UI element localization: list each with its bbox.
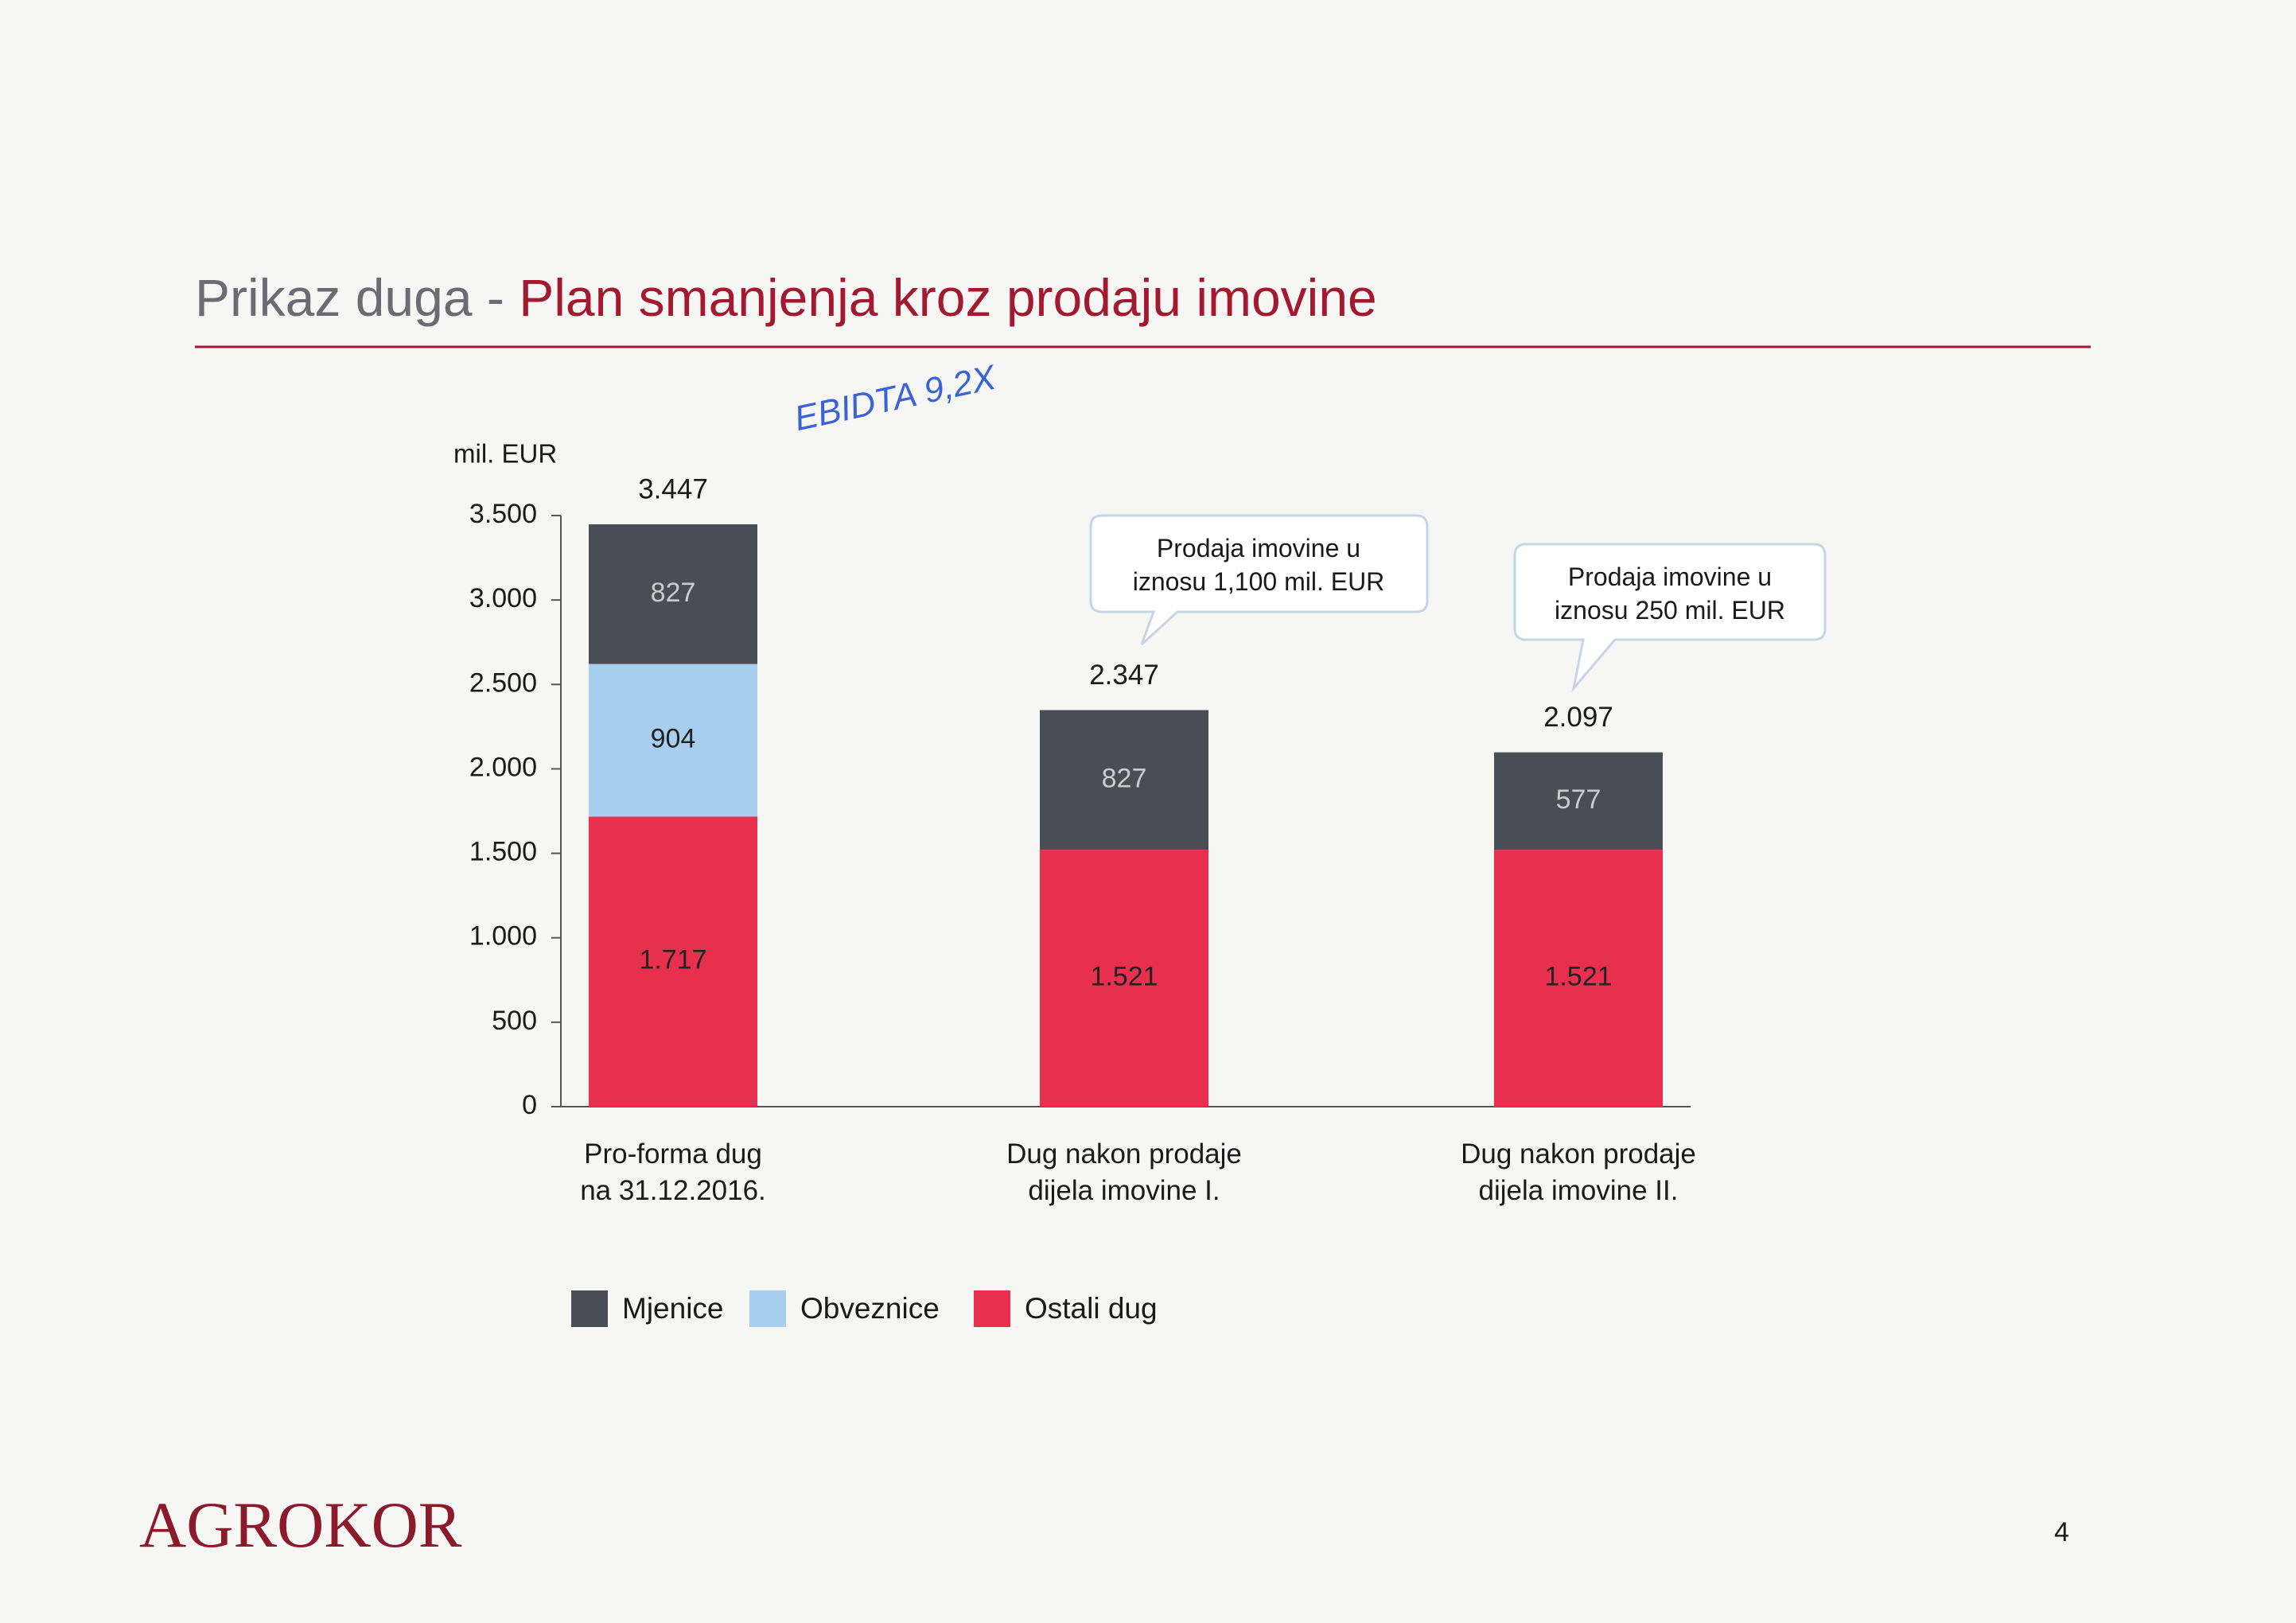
legend-swatch xyxy=(974,1290,1010,1327)
y-tick-label: 2.500 xyxy=(469,667,537,698)
x-tick-label: Pro-forma dug na 31.12.2016. xyxy=(580,1138,766,1206)
callout-text: Prodaja imovine u iznosu 1,100 mil. EUR xyxy=(1132,534,1385,596)
total-label: 2.097 xyxy=(1543,702,1613,733)
logo: AGROKOR xyxy=(139,1489,462,1561)
callout-box xyxy=(1513,543,1827,693)
y-tick-label: 2.000 xyxy=(469,752,537,782)
legend-swatch xyxy=(749,1290,786,1327)
y-axis-label: mil. EUR xyxy=(453,439,557,469)
legend-label: Ostali dug xyxy=(1025,1292,1158,1325)
x-tick-label: Dug nakon prodaje dijela imovine I. xyxy=(1006,1138,1242,1206)
segment-label: 827 xyxy=(651,578,696,608)
segment-label: 904 xyxy=(651,724,696,754)
title-prefix: Prikaz duga - xyxy=(195,268,519,327)
legend-swatch xyxy=(571,1290,608,1327)
bar-segment xyxy=(589,524,757,664)
x-tick-label: Dug nakon prodaje dijela imovine II. xyxy=(1461,1138,1696,1206)
segment-label: 577 xyxy=(1556,784,1601,815)
bar-segment xyxy=(1040,850,1208,1107)
page-number: 4 xyxy=(2054,1517,2069,1547)
bar-segment xyxy=(589,664,757,817)
segment-label: 1.717 xyxy=(639,945,706,975)
bar-segment xyxy=(1494,752,1663,850)
legend-label: Mjenice xyxy=(622,1292,724,1325)
segment-label: 1.521 xyxy=(1090,962,1158,992)
y-tick-label: 1.500 xyxy=(469,837,537,867)
y-tick-label: 3.000 xyxy=(469,583,537,613)
y-tick-label: 3.500 xyxy=(469,499,537,529)
total-label: 3.447 xyxy=(638,474,708,505)
y-tick-label: 1.000 xyxy=(469,921,537,952)
bar-segment xyxy=(1494,850,1663,1107)
legend-label: Obveznice xyxy=(800,1292,940,1325)
segment-label: 827 xyxy=(1102,763,1147,793)
bar-segment xyxy=(1040,710,1208,850)
callout-text: Prodaja imovine u iznosu 250 mil. EUR xyxy=(1555,562,1785,625)
handwritten-note: EBIDTA 9,2X xyxy=(791,357,1000,438)
total-label: 2.347 xyxy=(1089,660,1159,691)
bar-segment xyxy=(589,816,757,1107)
callout-box xyxy=(1089,514,1429,646)
slide-title: Prikaz duga - Plan smanjenja kroz prodaj… xyxy=(195,268,1377,327)
y-tick-label: 500 xyxy=(492,1006,537,1036)
segment-label: 1.521 xyxy=(1544,962,1612,992)
title-main: Plan smanjenja kroz prodaju imovine xyxy=(519,268,1377,327)
y-tick-label: 0 xyxy=(522,1090,537,1120)
